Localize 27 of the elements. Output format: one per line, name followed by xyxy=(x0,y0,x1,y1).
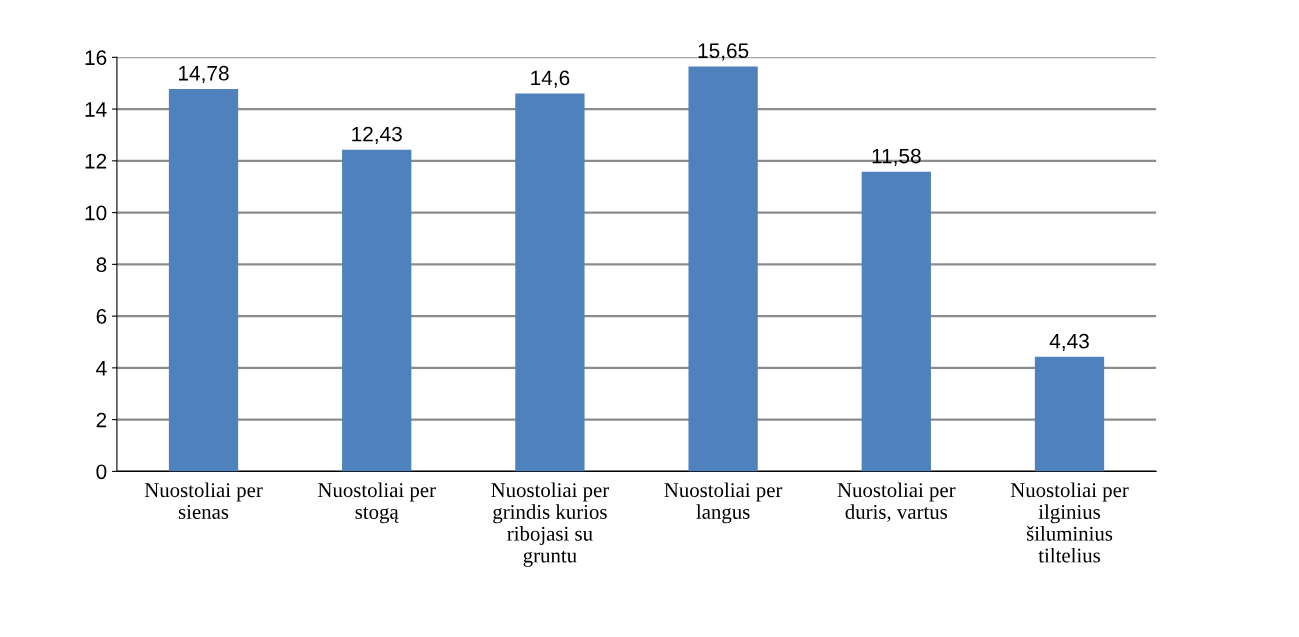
y-tick-label: 8 xyxy=(96,257,107,273)
x-tick-label: Nuostoliai per stogą xyxy=(318,482,436,524)
y-tick-label: 12 xyxy=(85,153,107,169)
data-label: 14,78 xyxy=(179,65,229,84)
y-tick-label: 4 xyxy=(96,361,107,376)
bar xyxy=(515,93,585,472)
y-tick-label: 10 xyxy=(85,205,107,221)
x-tick-label: Nuostoliai per langus xyxy=(664,482,783,524)
bar xyxy=(688,66,758,472)
bar xyxy=(342,149,412,472)
data-label: 15,65 xyxy=(698,43,749,61)
x-tick-label: Nuostoliai per grindis kurios ribojasi su gruntu xyxy=(491,482,610,567)
data-label: 4,43 xyxy=(1049,333,1089,351)
data-label: 14,6 xyxy=(531,70,570,88)
bar xyxy=(861,171,931,472)
x-tick-label: Nuostoliai per duris, vartus xyxy=(837,482,956,522)
data-label: 12,43 xyxy=(352,126,402,144)
bar xyxy=(168,88,239,472)
x-tick-label: Nuostoliai per sienas xyxy=(144,482,263,519)
y-tick-label: 16 xyxy=(85,50,107,66)
y-tick-label: 6 xyxy=(96,309,107,324)
y-tick-label: 0 xyxy=(96,464,107,480)
x-tick-label: Nuostoliai per ilginius šiluminius tiltelius xyxy=(1010,482,1129,563)
y-tick-label: 2 xyxy=(96,412,107,428)
y-tick-label: 14 xyxy=(85,102,107,117)
bar xyxy=(1034,356,1105,472)
data-label: 11,58 xyxy=(872,148,921,166)
